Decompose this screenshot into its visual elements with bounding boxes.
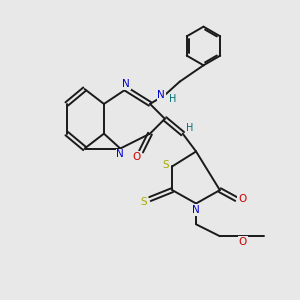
Text: O: O: [238, 194, 246, 204]
Text: N: N: [192, 205, 200, 215]
Text: H: H: [185, 123, 193, 133]
Text: O: O: [133, 152, 141, 162]
Text: H: H: [169, 94, 177, 103]
Text: N: N: [158, 90, 165, 100]
Text: S: S: [141, 197, 147, 207]
Text: N: N: [116, 149, 124, 160]
Text: S: S: [162, 160, 169, 170]
Text: N: N: [122, 79, 130, 89]
Text: O: O: [238, 237, 247, 247]
